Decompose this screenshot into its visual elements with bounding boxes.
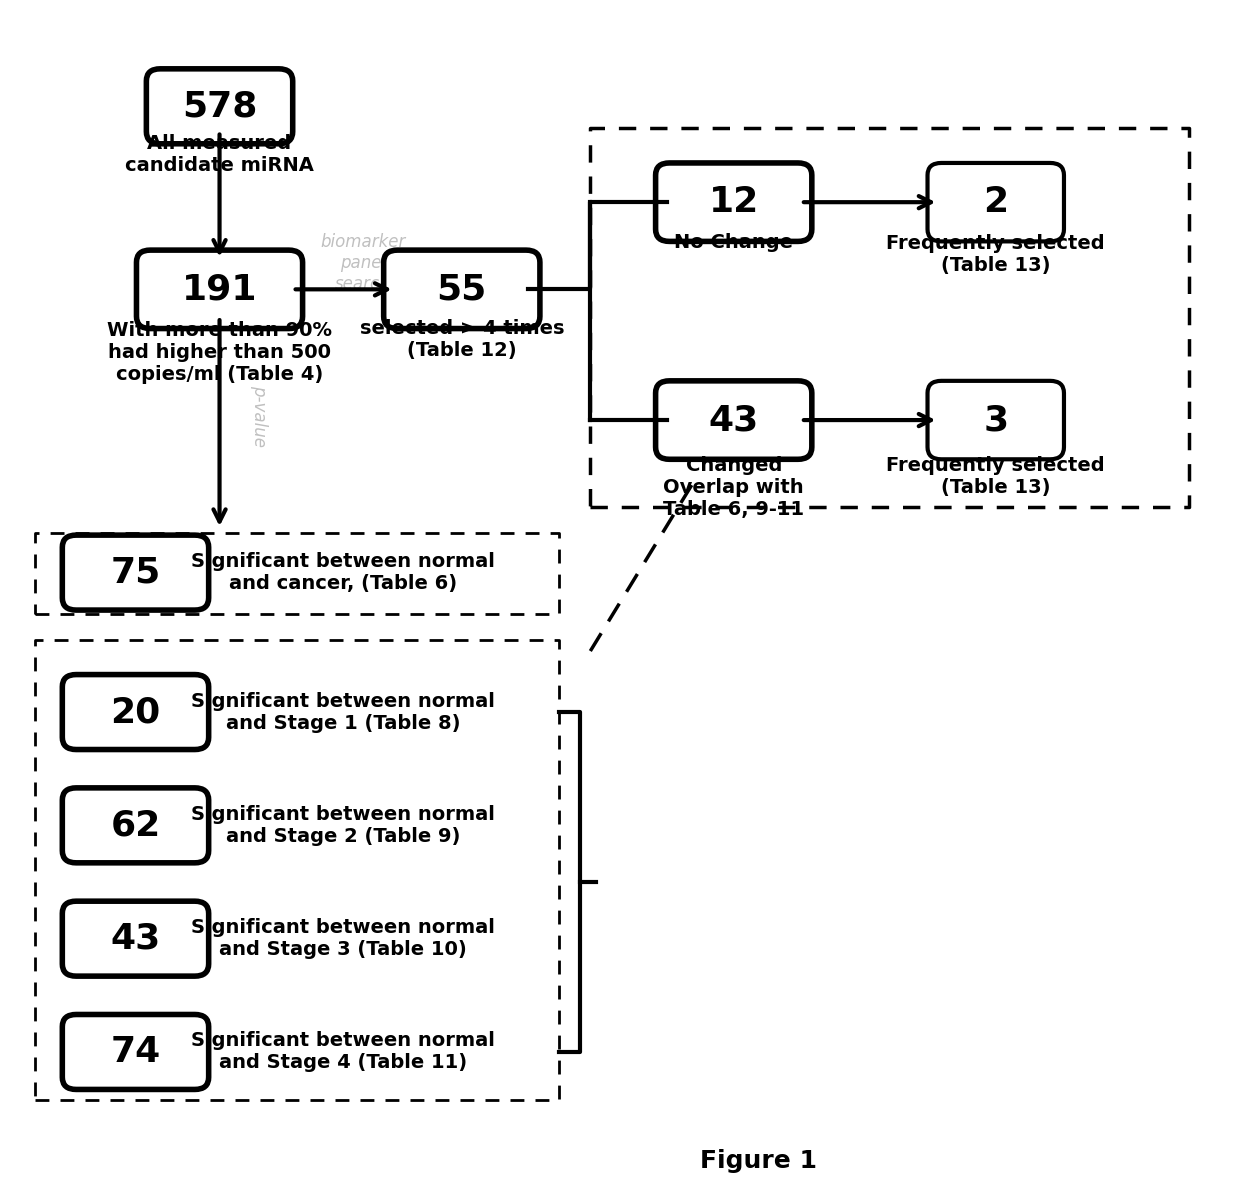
Text: p-value: p-value [250,384,268,447]
Text: biomarker
panel
search: biomarker panel search [320,233,405,293]
FancyBboxPatch shape [136,250,303,328]
Text: 2: 2 [983,185,1008,220]
Text: 55: 55 [436,272,487,307]
Text: Significant between normal
and Stage 3 (Table 10): Significant between normal and Stage 3 (… [191,918,495,959]
FancyBboxPatch shape [146,69,293,143]
Text: 43: 43 [708,404,759,437]
Text: 578: 578 [182,90,257,123]
Text: 12: 12 [708,185,759,220]
Text: All measured
candidate miRNA: All measured candidate miRNA [125,134,314,176]
FancyBboxPatch shape [62,901,208,977]
Text: Changed
Overlap with
Table 6, 9-11: Changed Overlap with Table 6, 9-11 [663,456,805,519]
Text: Significant between normal
and Stage 1 (Table 8): Significant between normal and Stage 1 (… [191,691,495,733]
Text: No Change: No Change [675,233,794,252]
Text: 75: 75 [110,555,161,590]
Text: selected > 4 times
(Table 12): selected > 4 times (Table 12) [360,319,564,359]
Text: 62: 62 [110,808,161,842]
Text: Significant between normal
and Stage 4 (Table 11): Significant between normal and Stage 4 (… [191,1032,495,1072]
FancyBboxPatch shape [928,162,1064,241]
Text: With more than 90%
had higher than 500
copies/ml (Table 4): With more than 90% had higher than 500 c… [107,321,332,383]
Text: Figure 1: Figure 1 [699,1149,817,1173]
Text: Frequently selected
(Table 13): Frequently selected (Table 13) [887,234,1105,276]
Text: Significant between normal
and cancer, (Table 6): Significant between normal and cancer, (… [191,552,495,593]
FancyBboxPatch shape [928,381,1064,460]
Text: 43: 43 [110,922,161,955]
Text: Significant between normal
and Stage 2 (Table 9): Significant between normal and Stage 2 (… [191,805,495,845]
FancyBboxPatch shape [62,788,208,863]
Text: Frequently selected
(Table 13): Frequently selected (Table 13) [887,456,1105,497]
FancyBboxPatch shape [62,1015,208,1089]
FancyBboxPatch shape [62,535,208,610]
FancyBboxPatch shape [62,675,208,750]
Text: 74: 74 [110,1035,161,1069]
FancyBboxPatch shape [383,250,539,328]
FancyBboxPatch shape [656,381,812,460]
Text: 3: 3 [983,404,1008,437]
FancyBboxPatch shape [656,162,812,241]
Text: 20: 20 [110,695,161,730]
Text: 191: 191 [182,272,257,307]
